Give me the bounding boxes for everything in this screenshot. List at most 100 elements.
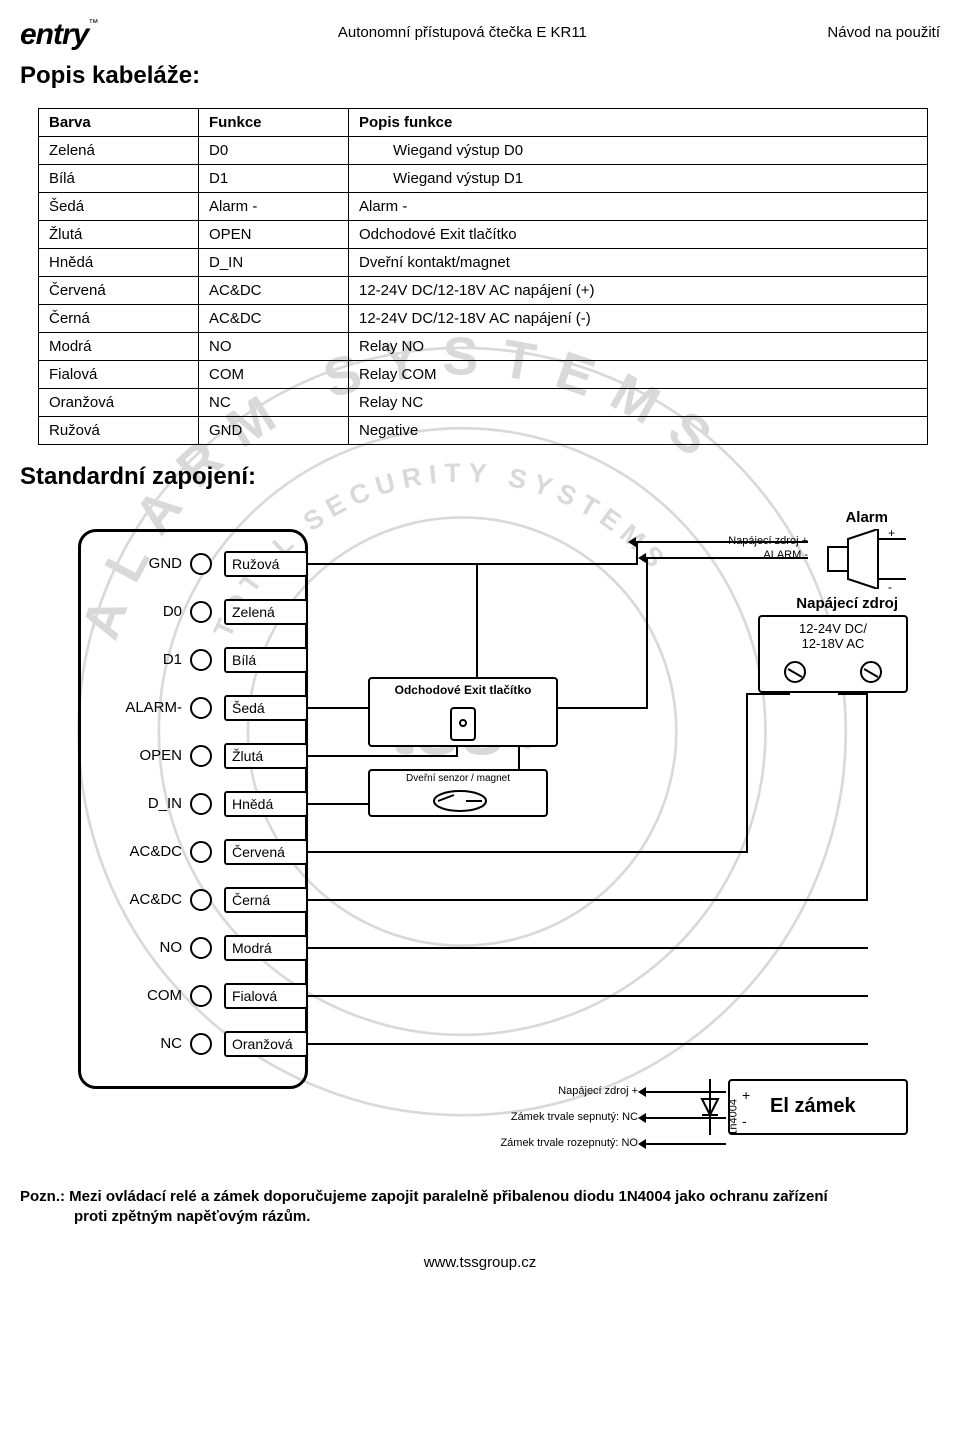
pin-color-tag: Červená [224,839,308,865]
cell-barva: Hnědá [39,249,199,277]
cell-funkce: D_IN [199,249,349,277]
brand-logo: entry™ [20,18,97,52]
pin-color-tag: Oranžová [224,1031,308,1057]
note-prefix: Pozn.: [20,1188,69,1205]
pin-label: AC&DC [96,843,182,860]
note-line1: Mezi ovládací relé a zámek doporučujeme … [69,1188,828,1205]
wire [308,1043,868,1045]
cell-funkce: OPEN [199,221,349,249]
wire [518,747,520,771]
section1-title: Popis kabeláže: [20,62,940,90]
table-row: ČernáAC&DC12-24V DC/12-18V AC napájení (… [39,305,928,333]
cell-barva: Černá [39,305,199,333]
pin-hole-icon [190,889,212,911]
pin-label: D1 [96,651,182,668]
cell-popis: 12-24V DC/12-18V AC napájení (+) [349,277,928,305]
header-right: Návod na použití [827,18,940,41]
cell-popis: Relay NO [349,333,928,361]
pin-hole-icon [190,601,212,623]
table-row: ŠedáAlarm -Alarm - [39,193,928,221]
alarm-sub2: ALARM - [763,549,808,561]
cell-funkce: NO [199,333,349,361]
cell-barva: Červená [39,277,199,305]
lock-line3: Zámek trvale rozepnutý: NO [368,1137,638,1149]
table-row: ŽlutáOPENOdchodové Exit tlačítko [39,221,928,249]
pin-hole-icon [190,697,212,719]
pin-color-tag: Černá [224,887,308,913]
pin-hole-icon [190,841,212,863]
cell-barva: Oranžová [39,389,199,417]
psu-spec: 12-24V DC/ 12-18V AC [760,621,906,651]
wire [636,541,808,543]
wire [308,755,458,757]
terminal-pin: NO Modrá [96,933,306,965]
cell-barva: Šedá [39,193,199,221]
terminal-pin: D1 Bílá [96,645,306,677]
wire [308,947,868,949]
wire [308,899,868,901]
cell-popis: 12-24V DC/12-18V AC napájení (-) [349,305,928,333]
pin-label: D0 [96,603,182,620]
footnote: Pozn.: Mezi ovládací relé a zámek doporu… [20,1187,940,1228]
screw-icon [860,661,882,683]
alarm-label: Alarm [845,509,888,526]
pin-hole-icon [190,793,212,815]
wire [838,693,868,695]
diode-icon [698,1079,722,1135]
logo-tm: ™ [88,18,97,29]
pin-color-tag: Bílá [224,647,308,673]
svg-text:+: + [888,529,895,540]
pin-label: COM [96,987,182,1004]
cell-funkce: COM [199,361,349,389]
table-row: BíláD1Wiegand výstup D1 [39,165,928,193]
pin-color-tag: Fialová [224,983,308,1009]
terminal-pin: COM Fialová [96,981,306,1013]
pin-label: NO [96,939,182,956]
logo-text: entry [20,18,88,51]
th-popis: Popis funkce [349,109,928,137]
cell-barva: Zelená [39,137,199,165]
cell-barva: Modrá [39,333,199,361]
pin-hole-icon [190,745,212,767]
cell-funkce: D0 [199,137,349,165]
pin-color-tag: Ružová [224,551,308,577]
reed-switch-icon [430,789,490,813]
cell-funkce: Alarm - [199,193,349,221]
cell-popis: Wiegand výstup D0 [349,137,928,165]
pin-label: ALARM- [96,699,182,716]
section2-title: Standardní zapojení: [20,463,940,491]
wire [308,563,478,565]
footer-url: www.tssgroup.cz [20,1254,940,1271]
wiring-diagram: GNDRužová D0Zelená D1 Bílá ALARM-Šedá OPENŽlu… [38,509,928,1169]
table-row: HnědáD_INDveřní kontakt/magnet [39,249,928,277]
table-header-row: Barva Funkce Popis funkce [39,109,928,137]
cell-popis: Negative [349,417,928,445]
terminal-pin: GNDRužová [96,549,306,581]
diode-label: 1n4004 [728,1099,740,1136]
cell-popis: Alarm - [349,193,928,221]
pin-hole-icon [190,553,212,575]
psu-box: 12-24V DC/ 12-18V AC [758,615,908,693]
pin-hole-icon [190,985,212,1007]
table-row: RužováGNDNegative [39,417,928,445]
pin-hole-icon [190,937,212,959]
wire [646,1117,726,1119]
wire [646,557,648,709]
pin-color-tag: Modrá [224,935,308,961]
terminal-pin: D_INHnědá [96,789,306,821]
lock-title: El zámek [770,1095,856,1118]
terminal-pin: ALARM-Šedá [96,693,306,725]
cell-popis: Odchodové Exit tlačítko [349,221,928,249]
pin-label: AC&DC [96,891,182,908]
terminal-pin: D0Zelená [96,597,306,629]
wire [308,995,868,997]
th-funkce: Funkce [199,109,349,137]
wire [456,747,458,757]
wire [308,851,748,853]
exit-button-label: Odchodové Exit tlačítko [370,683,556,697]
cable-table: Barva Funkce Popis funkce ZelenáD0Wiegan… [38,108,928,445]
cell-funkce: AC&DC [199,305,349,333]
terminal-pin: OPENŽlutá [96,741,306,773]
wire [308,803,370,805]
wire [746,693,748,853]
